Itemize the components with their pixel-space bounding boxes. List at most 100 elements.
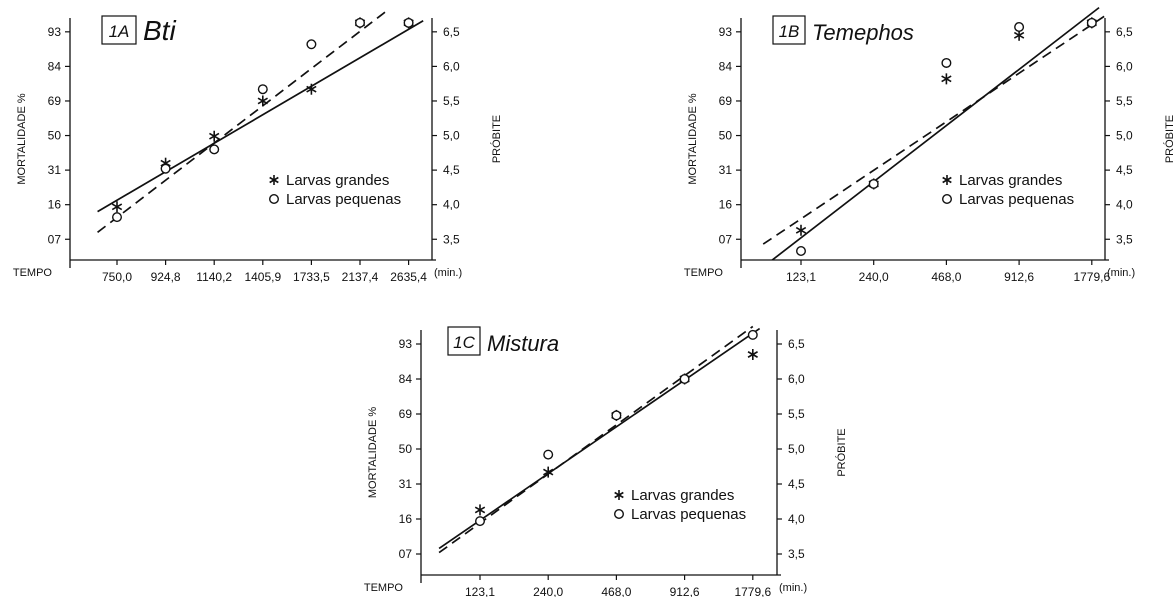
legend-label: Larvas pequenas [959,191,1074,208]
y-tick-label-right: 6,5 [1116,25,1133,39]
y-axis-title-right: PRÓBITE [835,428,848,476]
star-stroke [941,75,952,83]
star-stroke [209,132,220,140]
x-tick-label: 123,1 [465,585,495,597]
legend-label: Larvas pequenas [286,191,401,208]
legend-label: Larvas pequenas [631,506,746,523]
panel-title: Temephos [812,20,914,45]
x-tick-label: 1779,6 [734,585,771,597]
chart-panel-1a: 93 6,5 84 6,0 69 5,5 50 5,0 31 4,5 16 4,0 07 3,5 750,0… [13,8,503,284]
data-point-star [306,83,317,95]
y-tick-label-left: 31 [399,477,413,491]
y-tick-label-left: 93 [48,25,62,39]
star-stroke [614,491,624,499]
y-axis-title-right: PRÓBITE [490,115,503,163]
y-tick-label-left: 69 [719,94,733,108]
y-tick-label-left: 07 [399,547,413,561]
y-tick-label-right: 3,5 [1116,232,1133,246]
y-tick-label-right: 4,0 [443,198,460,212]
y-axis-title-left: MORTALIDADE % [367,407,379,498]
y-tick-label-left: 69 [48,94,62,108]
y-tick-label-right: 6,5 [443,25,460,39]
legend-label: Larvas grandes [286,172,389,189]
y-tick-label-right: 3,5 [788,547,805,561]
panel-label: 1A [109,22,130,41]
data-point-circle [209,144,220,155]
x-tick-label: 468,0 [601,585,631,597]
panel-label-box [101,15,137,45]
fit-line-solid [97,20,424,213]
data-point-circle [1086,17,1097,28]
legend-star-icon [942,175,952,185]
star-stroke [942,176,952,184]
data-point-circle [941,57,952,68]
legend-star-icon [614,490,624,500]
y-tick-label-right: 5,5 [1116,94,1133,108]
data-point-circle [868,178,879,189]
y-tick-label-left: 50 [48,129,62,143]
y-tick-label-left: 50 [399,442,413,456]
star-stroke [306,85,317,93]
star-stroke [111,203,123,211]
y-tick-label-right: 6,5 [788,337,805,351]
y-tick-label-right: 3,5 [443,232,460,246]
x-tick-label: 1140,2 [196,270,232,284]
data-point-circle [611,410,622,421]
star-stroke [1013,31,1025,39]
panel-label-box [772,15,806,45]
data-point-star [543,466,554,478]
x-tick-label: 240,0 [533,585,563,597]
y-tick-label-right: 4,5 [788,477,805,491]
y-tick-label-left: 84 [719,59,733,73]
panel-title: Mistura [487,331,559,356]
y-tick-label-right: 5,0 [788,442,805,456]
y-tick-label-left: 50 [719,129,733,143]
fit-line-solid [438,327,761,550]
x-axis-title: TEMPO [13,267,53,279]
x-tick-label: 2635,4 [390,270,427,284]
data-point-star [747,349,758,360]
y-axis-title-left: MORTALIDADE % [16,93,28,184]
y-axis-title-left: MORTALIDADE % [687,93,699,184]
y-tick-label-left: 16 [719,198,733,212]
panel-label-box [447,326,481,356]
y-tick-label-left: 31 [719,163,733,177]
legend-circle-icon [269,193,280,204]
x-tick-label: 468,0 [931,270,961,284]
x-tick-label: 240,0 [859,270,889,284]
data-point-circle [355,17,366,28]
y-tick-label-right: 5,0 [443,129,460,143]
data-point-star [474,504,486,516]
y-axis-title-right: PRÓBITE [1163,115,1174,163]
data-point-star [209,130,220,142]
data-point-circle [543,449,554,460]
y-tick-label-left: 31 [48,163,62,177]
star-stroke [543,468,554,476]
y-tick-label-left: 93 [719,25,733,39]
data-point-star [795,224,807,236]
x-tick-label: 1733,5 [293,270,330,284]
y-tick-label-right: 5,5 [788,407,805,421]
y-tick-label-right: 6,0 [1116,59,1133,73]
data-point-star [941,73,952,85]
data-point-circle [306,39,317,50]
y-tick-label-right: 5,0 [1116,129,1133,143]
legend-label: Larvas grandes [959,172,1062,189]
y-tick-label-right: 5,5 [443,94,460,108]
fit-line-dashed [762,14,1105,245]
data-point-star [111,201,123,213]
y-tick-label-left: 16 [399,512,413,526]
y-tick-label-right: 6,0 [788,372,805,386]
fit-line-dashed [438,325,754,554]
star-stroke [795,226,807,234]
data-point-circle [111,212,122,223]
x-axis-title: TEMPO [684,267,724,279]
star-stroke [474,506,486,514]
y-tick-label-left: 84 [399,372,413,386]
chart-panel-1c: 93 6,5 84 6,0 69 5,5 50 5,0 31 4,5 16 4,0 07 3,5 123,1… [364,325,848,597]
y-tick-label-right: 6,0 [443,59,460,73]
y-tick-label-right: 4,0 [788,512,805,526]
y-tick-label-left: 07 [719,232,733,246]
star-stroke [269,176,279,184]
panel-label: 1C [453,333,475,352]
